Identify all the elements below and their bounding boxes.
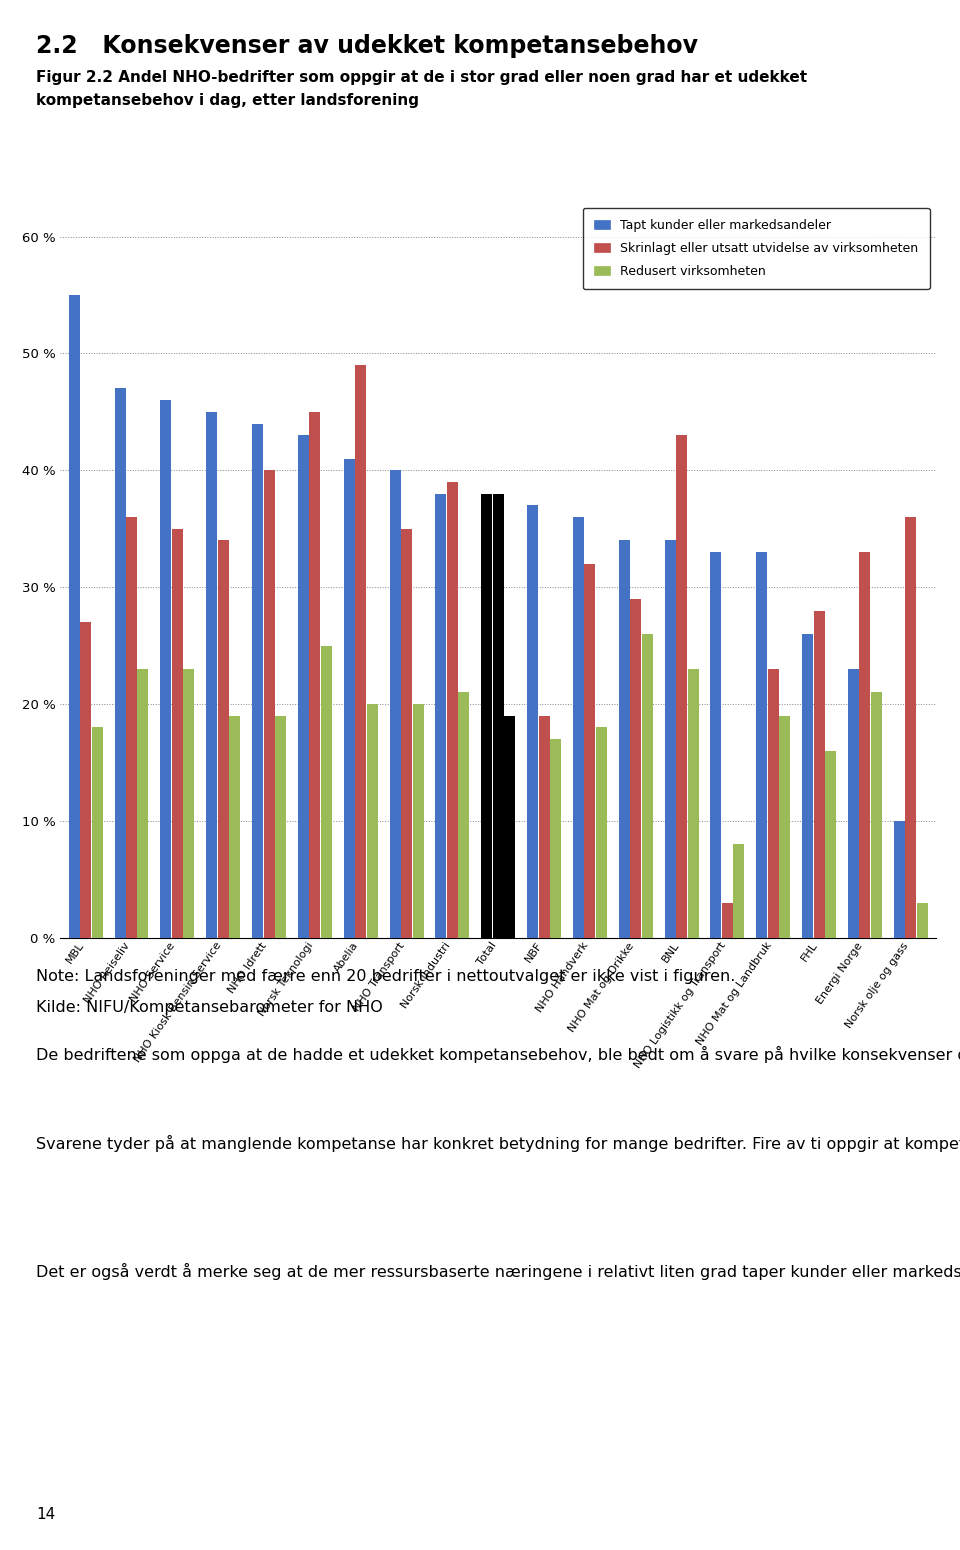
Text: Det er også verdt å merke seg at de mer ressursbaserte næringene i relativt lite: Det er også verdt å merke seg at de mer … [36, 1263, 960, 1280]
Bar [69, 294, 80, 938]
Bar [894, 822, 905, 938]
Bar [252, 423, 263, 938]
Bar [596, 727, 607, 938]
Bar [504, 716, 516, 938]
Bar [619, 541, 630, 938]
Bar [344, 459, 355, 938]
Text: Figur 2.2 Andel NHO-bedrifter som oppgir at de i stor grad eller noen grad har e: Figur 2.2 Andel NHO-bedrifter som oppgir… [36, 70, 807, 85]
Bar [413, 704, 423, 938]
Bar [218, 541, 228, 938]
Bar [756, 552, 767, 938]
Bar [871, 693, 882, 938]
Bar [264, 470, 275, 938]
Bar [492, 493, 504, 938]
Bar [160, 400, 172, 938]
Bar [631, 598, 641, 938]
Bar [803, 634, 813, 938]
Bar [722, 902, 732, 938]
Text: De bedriftene som oppga at de hadde et udekket kompetansebehov, ble bedt om å sv: De bedriftene som oppga at de hadde et u… [36, 1046, 960, 1063]
Bar [355, 366, 366, 938]
Bar [321, 646, 332, 938]
Text: kompetansebehov i dag, etter landsforening: kompetansebehov i dag, etter landsforeni… [36, 93, 420, 109]
Bar [585, 564, 595, 938]
Bar [401, 529, 412, 938]
Bar [641, 634, 653, 938]
Bar [137, 670, 149, 938]
Bar [848, 670, 859, 938]
Bar [527, 505, 539, 938]
Bar [275, 716, 286, 938]
Text: Kilde: NIFU/Kompetansebarometer for NHO: Kilde: NIFU/Kompetansebarometer for NHO [36, 1000, 383, 1015]
Text: 14: 14 [36, 1507, 56, 1522]
Text: Note: Landsforeninger med færre enn 20 bedrifter i nettoutvalget er ikke vist i : Note: Landsforeninger med færre enn 20 b… [36, 969, 736, 984]
Bar [676, 436, 687, 938]
Bar [390, 470, 400, 938]
Bar [114, 389, 126, 938]
Bar [367, 704, 377, 938]
Bar [905, 518, 916, 938]
Bar [687, 670, 699, 938]
Bar [780, 716, 790, 938]
Bar [768, 670, 779, 938]
Bar [126, 518, 137, 938]
Bar [733, 845, 744, 938]
Bar [481, 493, 492, 938]
Bar [825, 750, 836, 938]
Bar [573, 518, 584, 938]
Bar [539, 716, 549, 938]
Bar [81, 622, 91, 938]
Bar [814, 611, 825, 938]
Text: 2.2   Konsekvenser av udekket kompetansebehov: 2.2 Konsekvenser av udekket kompetansebe… [36, 34, 699, 57]
Bar [859, 552, 871, 938]
Bar [710, 552, 722, 938]
Bar [664, 541, 676, 938]
Text: Svarene tyder på at manglende kompetanse har konkret betydning for mange bedrift: Svarene tyder på at manglende kompetanse… [36, 1135, 960, 1152]
Bar [206, 412, 217, 938]
Bar [183, 670, 194, 938]
Bar [436, 493, 446, 938]
Bar [458, 693, 469, 938]
Bar [447, 482, 458, 938]
Bar [298, 436, 309, 938]
Bar [309, 412, 321, 938]
Legend: Tapt kunder eller markedsandeler, Skrinlagt eller utsatt utvidelse av virksomhet: Tapt kunder eller markedsandeler, Skrinl… [583, 208, 929, 290]
Bar [172, 529, 182, 938]
Bar [229, 716, 240, 938]
Bar [917, 902, 927, 938]
Bar [550, 739, 561, 938]
Bar [91, 727, 103, 938]
